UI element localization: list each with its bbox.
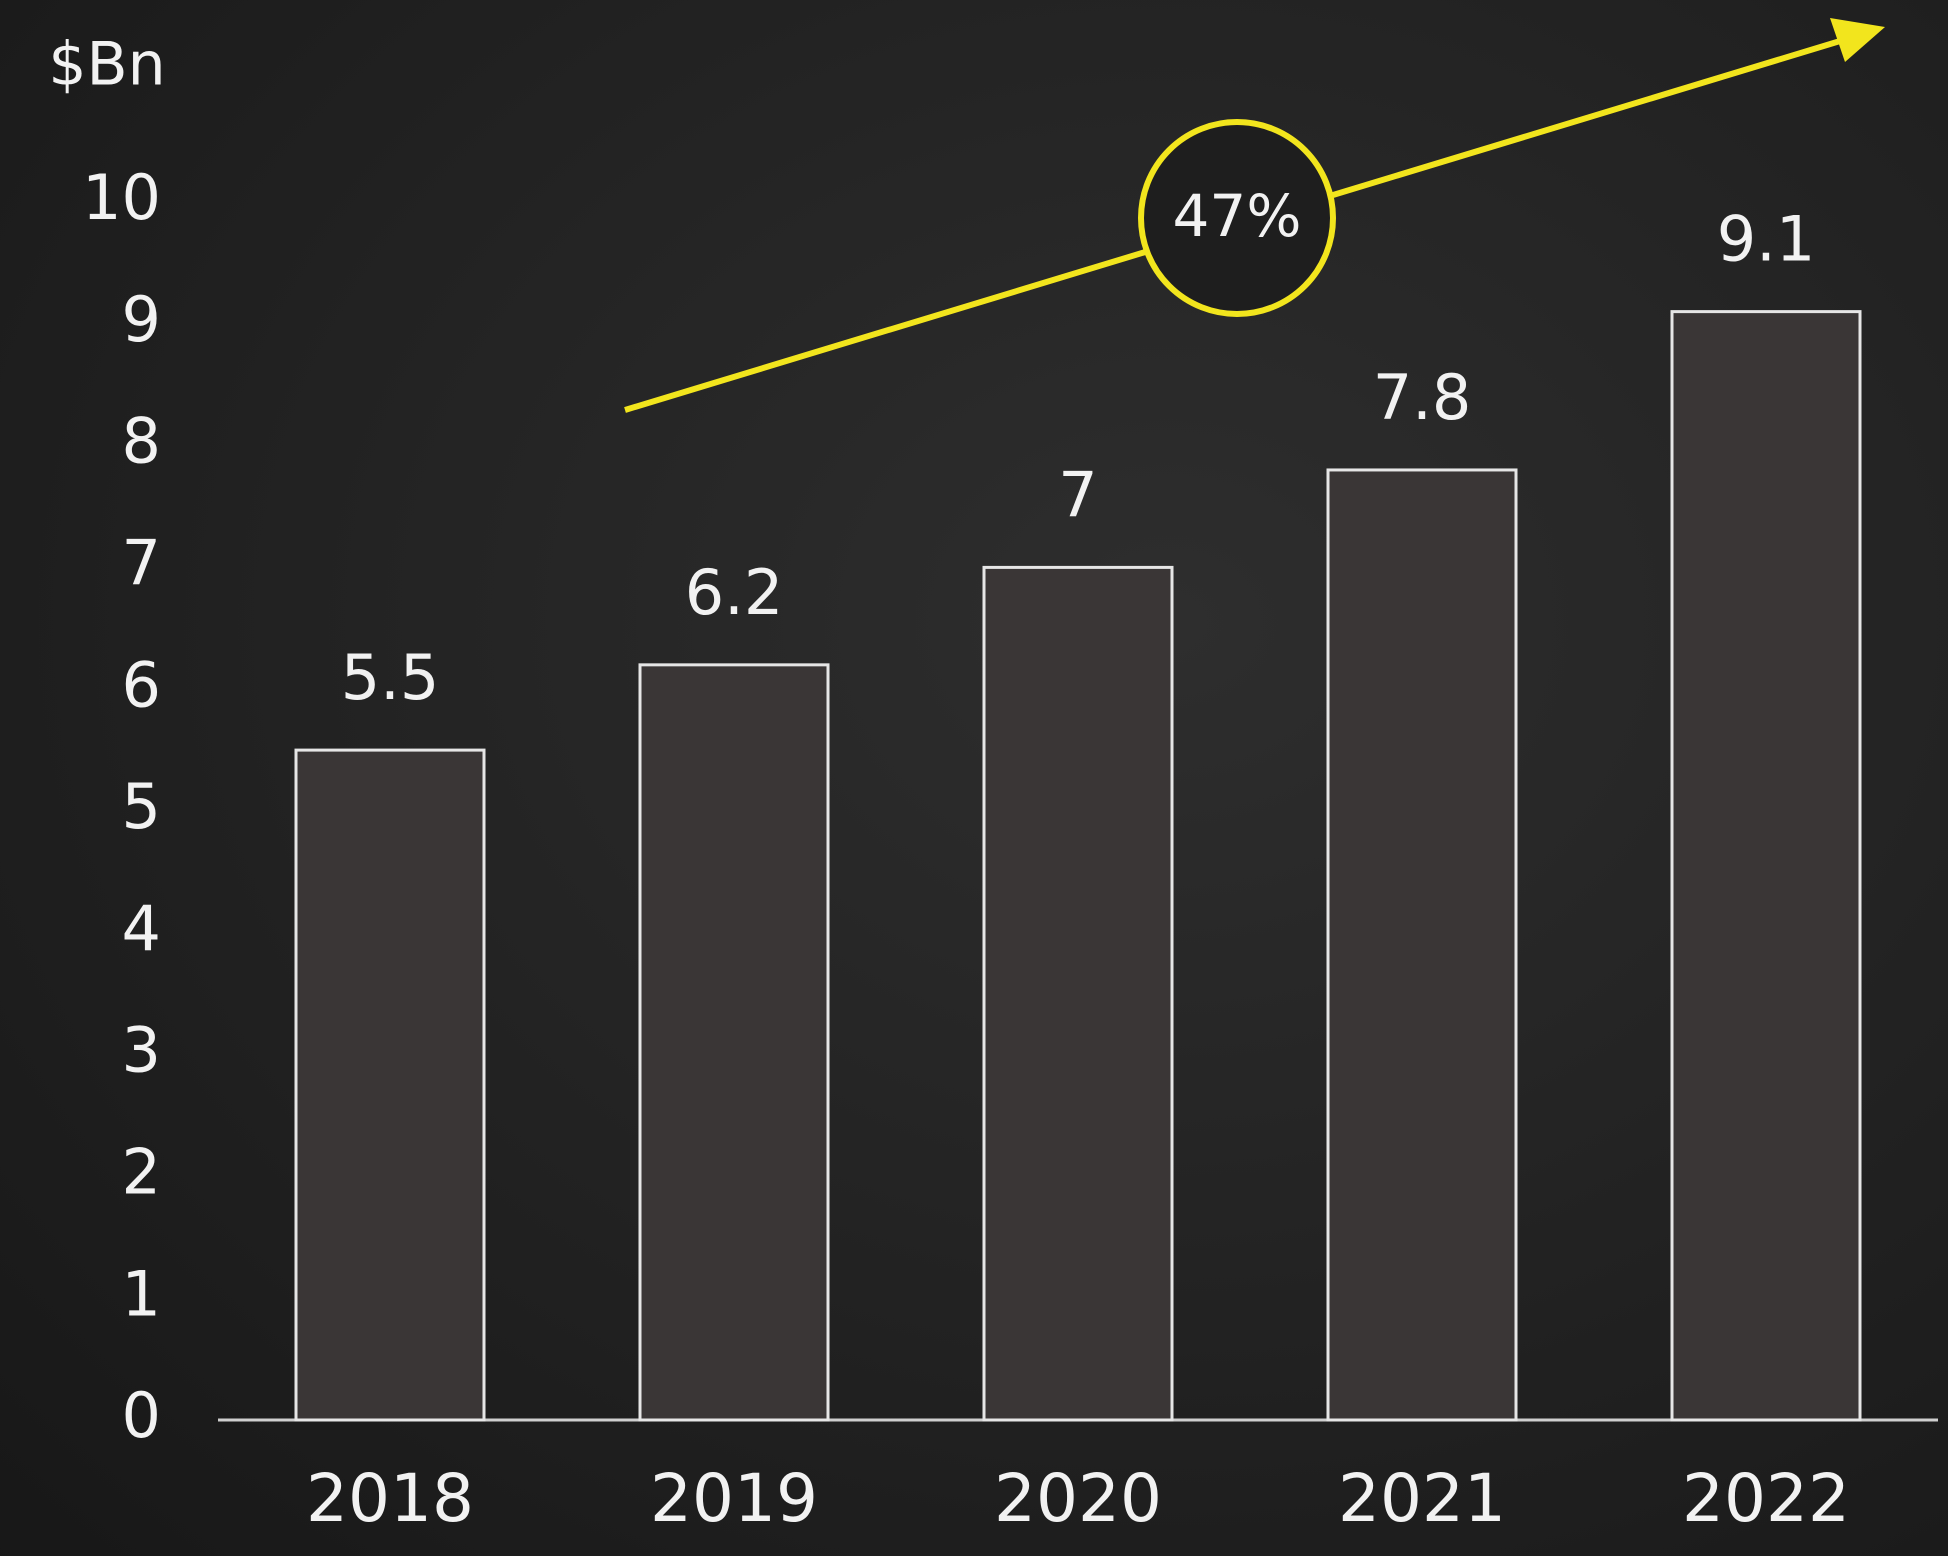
y-tick-label: 9 [122, 283, 161, 356]
x-tick-label: 2019 [650, 1460, 818, 1537]
y-tick-label: 7 [122, 526, 161, 599]
x-tick-label: 2022 [1682, 1460, 1850, 1537]
background [0, 0, 1948, 1556]
y-tick-label: 5 [122, 770, 161, 843]
y-tick-label: 2 [122, 1135, 161, 1208]
x-tick-label: 2021 [1338, 1460, 1506, 1537]
bar [1672, 312, 1860, 1420]
value-label: 6.2 [685, 556, 784, 629]
annotation: 47% [1173, 182, 1302, 250]
x-tick-label: 2018 [306, 1460, 474, 1537]
y-tick-label: 8 [122, 405, 161, 478]
bar [1328, 470, 1516, 1420]
chart: $Bn 47% 0 1 2 3 4 5 6 7 8 9 10 2018 5.5 2019 6.2 2020 7 2… [0, 0, 1948, 1556]
value-label: 5.5 [341, 641, 440, 714]
page: $Bn 47% 0 1 2 3 4 5 6 7 8 9 10 2018 5.5 2019 6.2 2020 7 2… [0, 0, 1948, 1556]
y-tick-label: 4 [122, 892, 161, 965]
y-tick-label: 3 [122, 1014, 161, 1087]
bar [640, 665, 828, 1420]
y-tick-label: 1 [122, 1257, 161, 1330]
y-tick-label: 6 [122, 648, 161, 721]
value-label: 7.8 [1373, 361, 1472, 434]
y-axis-label: $Bn [48, 30, 165, 100]
bar [984, 567, 1172, 1420]
bar [296, 750, 484, 1420]
value-label: 7 [1058, 458, 1097, 531]
x-tick-label: 2020 [994, 1460, 1162, 1537]
value-label: 9.1 [1717, 203, 1816, 276]
y-tick-label: 0 [122, 1379, 161, 1452]
y-tick-label: 10 [82, 161, 161, 234]
